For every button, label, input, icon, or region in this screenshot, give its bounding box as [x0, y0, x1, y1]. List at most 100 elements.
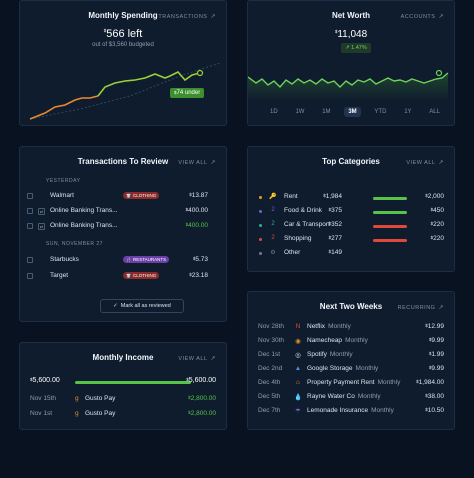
recurring-row[interactable]: Dec 2nd ▲ Google Storage Monthly $9.99: [248, 364, 454, 376]
section-label: SUN, NOVEMBER 27: [46, 241, 103, 247]
shirt-icon: 👕: [126, 273, 131, 278]
recurring-value: 1,984.00: [418, 379, 444, 386]
currency-symbol: $: [428, 337, 432, 342]
net-worth-current-point: [435, 69, 443, 77]
range-3m[interactable]: 3M: [344, 107, 361, 117]
monthly-income-card: Monthly Income VIEW ALL ↗ $5,600.00 $5,6…: [19, 342, 227, 430]
spending-line-orange: [29, 95, 99, 120]
currency-symbol: $: [188, 410, 191, 415]
income-received: $5,600.00: [30, 377, 60, 384]
recurring-row[interactable]: Dec 7th ☂ Lemonade Insurance Monthly $10.50: [248, 406, 454, 418]
recurring-row[interactable]: Dec 4th ⌂ Property Payment Rent Monthly $1,9…: [248, 378, 454, 390]
recurring-amount: $12.99: [425, 323, 444, 330]
mark-all-reviewed-button[interactable]: ✓ Mark all as reviewed: [100, 299, 184, 313]
net-worth-amount: $11,048: [334, 29, 368, 40]
frequency-label: Monthly: [377, 379, 401, 386]
range-1d[interactable]: 1D: [270, 109, 278, 115]
category-row[interactable]: 2 Food & Drink $375 $450: [248, 206, 454, 218]
category-budget: $450: [431, 207, 444, 214]
transfer-icon: ⇄: [38, 222, 45, 230]
review-checkbox[interactable]: [27, 193, 33, 199]
spending-chart: [29, 62, 221, 120]
frequency-label: Monthly: [329, 351, 353, 358]
currency-symbol: $: [328, 249, 332, 254]
income-value: 2,800.00: [190, 410, 216, 417]
range-1y[interactable]: 1Y: [404, 109, 412, 115]
recurring-row[interactable]: Nov 30th ◉ Namecheap Monthly $9.99: [248, 336, 454, 348]
recurring-value: 12.99: [427, 323, 444, 330]
category-color-dot: [259, 252, 262, 255]
income-title: Monthly Income: [92, 353, 154, 362]
food-icon: 2: [271, 207, 275, 213]
budget-value: 2,000: [427, 193, 444, 200]
category-budget: $220: [431, 235, 444, 242]
transaction-row[interactable]: ⇄ Online Banking Trans... $400.00: [20, 221, 226, 233]
budget-value: 220: [433, 235, 444, 242]
gusto-icon: g: [75, 410, 79, 417]
recurring-amount: $38.00: [425, 393, 444, 400]
water-icon: 💧: [294, 394, 303, 401]
range-all[interactable]: ALL: [429, 109, 440, 115]
category-spent: $375: [329, 207, 342, 214]
range-1m[interactable]: 1M: [322, 109, 331, 115]
review-checkbox[interactable]: [27, 208, 33, 214]
category-row[interactable]: 2 Shopping $277 $220: [248, 234, 454, 246]
recurring-link[interactable]: RECURRING ↗: [397, 304, 444, 312]
income-view-all-link[interactable]: VIEW ALL ↗: [178, 355, 216, 363]
monthly-spending-card: Monthly Spending TRANSACTIONS ↗ $566 lef…: [19, 0, 227, 126]
category-row[interactable]: 🔑 Rent $1,984 $2,000: [248, 192, 454, 204]
spent-value: 352: [331, 221, 342, 228]
transaction-name: Online Banking Trans...: [50, 207, 118, 214]
currency-symbol: $: [328, 207, 332, 212]
recurring-amount: $1.99: [429, 351, 444, 358]
recurring-amount: $9.99: [429, 365, 444, 372]
category-badge[interactable]: 👕 CLOTHING: [123, 192, 160, 199]
category-spent: $149: [329, 249, 342, 256]
categories-view-all-link[interactable]: VIEW ALL ↗: [406, 159, 444, 167]
under-budget-badge: $74 under: [170, 88, 205, 98]
recurring-name: Google Storage Monthly: [307, 365, 378, 372]
income-row[interactable]: Nov 15th g Gusto Pay $2,800.00: [20, 394, 226, 406]
category-badge[interactable]: 👕 CLOTHING: [123, 272, 160, 279]
spending-budget-text: out of $3,560 budgeted: [92, 42, 154, 48]
review-checkbox[interactable]: [27, 257, 33, 263]
transaction-row[interactable]: Walmart 👕 CLOTHING $13.87: [20, 191, 226, 203]
spotify-icon: ◎: [295, 352, 301, 359]
external-arrow-icon: ↗: [438, 305, 444, 311]
recurring-amount: $9.99: [429, 337, 444, 344]
category-spent: $352: [329, 221, 342, 228]
transfer-icon: ⇄: [38, 207, 45, 215]
transactions-view-all-link[interactable]: VIEW ALL ↗: [178, 159, 216, 167]
transactions-link[interactable]: TRANSACTIONS ↗: [158, 13, 216, 21]
spending-left-amount: $566 left: [103, 28, 143, 40]
category-badge[interactable]: 🍴 RESTAURANTS: [123, 256, 170, 263]
amount-value: 5.73: [195, 256, 208, 263]
net-worth-chart: [248, 69, 449, 101]
transaction-row[interactable]: Starbucks 🍴 RESTAURANTS $5.73: [20, 255, 226, 267]
recurring-name: Netflix Monthly: [307, 323, 351, 330]
recurring-name: Spotify Monthly: [307, 351, 353, 358]
category-row[interactable]: ⚙ Other $149: [248, 248, 454, 260]
recurring-row[interactable]: Dec 5th 💧 Rayne Water Co Monthly $38.00: [248, 392, 454, 404]
range-ytd[interactable]: YTD: [374, 109, 387, 115]
transaction-row[interactable]: ⇄ Online Banking Trans... $400.00: [20, 206, 226, 218]
merchant-name: Property Payment Rent: [307, 379, 375, 386]
review-checkbox[interactable]: [27, 223, 33, 229]
currency-symbol: $: [425, 193, 428, 198]
range-selector: 1D 1W 1M 3M YTD 1Y ALL: [266, 107, 444, 117]
income-amount: $2,800.00: [188, 410, 216, 417]
recurring-row[interactable]: Nov 28th N Netflix Monthly $12.99: [248, 322, 454, 334]
external-arrow-icon: ↗: [210, 14, 216, 20]
review-checkbox[interactable]: [27, 273, 33, 279]
spent-value: 1,984: [325, 193, 342, 200]
external-arrow-icon: ↗: [210, 356, 216, 362]
income-row[interactable]: Nov 1st g Gusto Pay $2,800.00: [20, 409, 226, 421]
range-1w[interactable]: 1W: [295, 109, 305, 115]
accounts-link[interactable]: ACCOUNTS ↗: [400, 13, 444, 21]
transaction-row[interactable]: Target 👕 CLOTHING $23.18: [20, 271, 226, 283]
recurring-amount: $1,984.00: [416, 379, 444, 386]
recurring-row[interactable]: Dec 1st ◎ Spotify Monthly $1.99: [248, 350, 454, 362]
currency-symbol: $: [425, 407, 428, 412]
category-row[interactable]: 2 Car & Transport $352 $220: [248, 220, 454, 232]
top-categories-card: Top Categories VIEW ALL ↗ 🔑 Rent $1,984 $2,…: [247, 146, 455, 272]
